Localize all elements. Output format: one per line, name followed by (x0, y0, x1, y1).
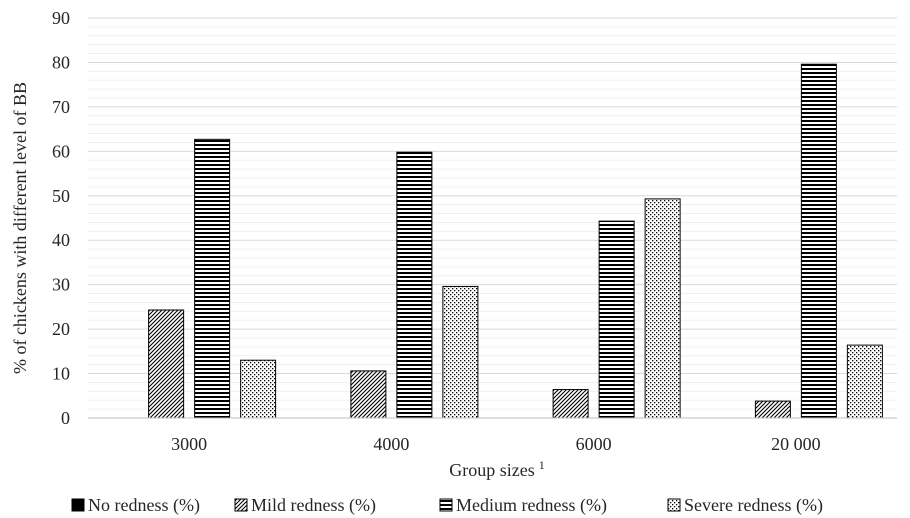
bar-horizontal (800, 63, 837, 419)
legend-label: Medium redness (%) (456, 495, 607, 516)
bar-dots (442, 285, 479, 419)
x-axis-label-superscript: 1 (539, 458, 545, 472)
legend-label: Mild redness (%) (251, 495, 376, 516)
bar-diagonal (148, 309, 185, 419)
bar-dots (240, 359, 277, 419)
y-tick-label: 40 (52, 230, 70, 250)
y-tick-label: 50 (52, 186, 70, 206)
x-tick-label: 3000 (171, 434, 207, 454)
legend-swatch (234, 498, 248, 512)
x-axis-label: Group sizes 1 (449, 458, 544, 480)
legend-swatch (71, 498, 85, 512)
y-tick-label: 70 (52, 97, 70, 117)
legend-label: Severe redness (%) (684, 495, 823, 516)
y-tick-label: 90 (52, 8, 70, 28)
legend-swatch (667, 498, 681, 512)
legend-label: No redness (%) (88, 495, 200, 516)
legend: No redness (%) Mild redness (%) Medium red… (71, 495, 823, 516)
legend-swatch (439, 498, 453, 512)
x-tick-label: 20 000 (771, 434, 821, 454)
y-axis-ticks: 0 10 20 30 40 50 60 70 80 90 (52, 8, 70, 428)
bar-diagonal (754, 400, 791, 419)
y-tick-label: 30 (52, 275, 70, 295)
y-tick-label: 20 (52, 319, 70, 339)
bars (148, 63, 883, 419)
y-tick-label: 0 (61, 408, 70, 428)
bar-horizontal (194, 138, 231, 419)
bar-diagonal (552, 389, 589, 419)
y-tick-label: 80 (52, 52, 70, 72)
bar-dots (644, 198, 681, 419)
y-tick-label: 60 (52, 141, 70, 161)
y-axis-label: % of chickens with different level of BB (10, 82, 30, 374)
bar-dots (846, 344, 883, 419)
y-tick-label: 10 (52, 364, 70, 384)
bar-horizontal (396, 151, 433, 419)
x-axis-ticks: 3000 4000 6000 20 000 (171, 434, 821, 454)
x-tick-label: 6000 (576, 434, 612, 454)
bar-diagonal (350, 370, 387, 419)
x-tick-label: 4000 (373, 434, 409, 454)
x-axis-label-text: Group sizes (449, 460, 534, 480)
bar-horizontal (598, 220, 635, 419)
